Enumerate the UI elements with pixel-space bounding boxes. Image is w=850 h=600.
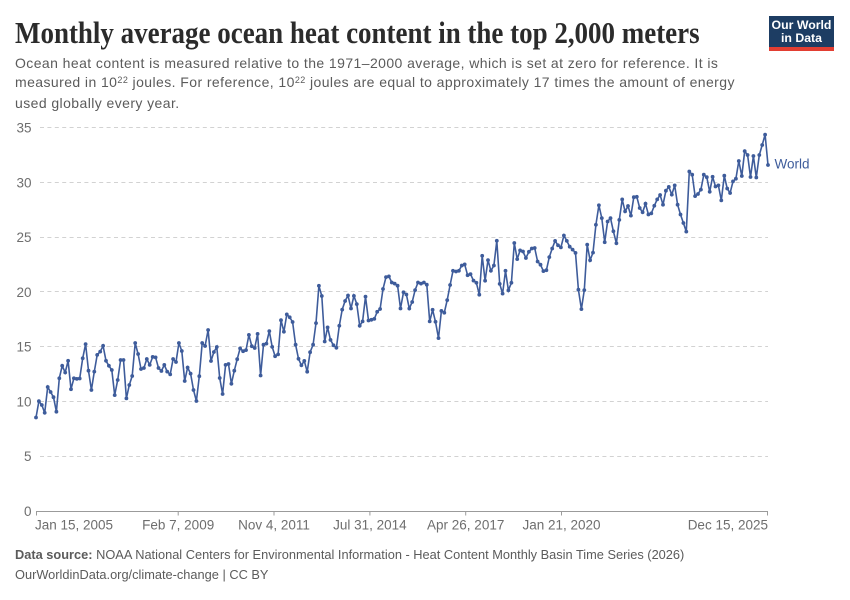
svg-text:5: 5 <box>24 449 32 464</box>
svg-text:25: 25 <box>16 230 31 245</box>
svg-text:35: 35 <box>16 121 31 136</box>
svg-text:Nov 4, 2011: Nov 4, 2011 <box>238 518 310 533</box>
svg-text:20: 20 <box>16 285 31 300</box>
svg-text:10: 10 <box>16 394 31 409</box>
svg-text:0: 0 <box>24 504 32 519</box>
svg-text:Apr 26, 2017: Apr 26, 2017 <box>427 518 504 533</box>
svg-text:World: World <box>775 157 810 172</box>
svg-text:Jul 31, 2014: Jul 31, 2014 <box>333 518 407 533</box>
svg-text:15: 15 <box>16 340 31 355</box>
svg-text:Dec 15, 2025: Dec 15, 2025 <box>688 518 768 533</box>
svg-text:Jan 21, 2020: Jan 21, 2020 <box>522 518 600 533</box>
svg-text:Jan 15, 2005: Jan 15, 2005 <box>35 518 113 533</box>
svg-text:30: 30 <box>16 175 31 190</box>
svg-text:Feb 7, 2009: Feb 7, 2009 <box>142 518 214 533</box>
